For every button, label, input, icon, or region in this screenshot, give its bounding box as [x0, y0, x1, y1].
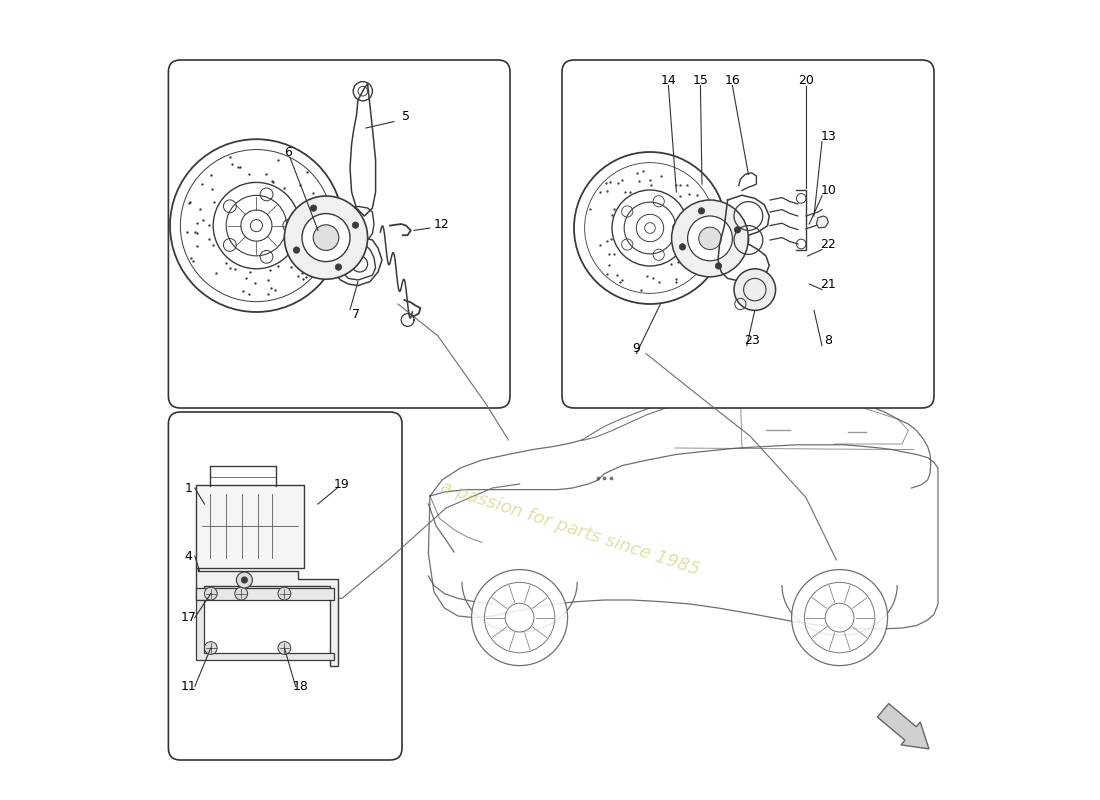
Text: 10: 10 — [821, 184, 836, 197]
Polygon shape — [197, 588, 334, 600]
FancyBboxPatch shape — [197, 485, 304, 568]
Circle shape — [792, 570, 888, 666]
Text: 5: 5 — [402, 110, 410, 122]
FancyBboxPatch shape — [168, 60, 510, 408]
Text: 1: 1 — [185, 482, 192, 494]
Circle shape — [680, 244, 685, 250]
Circle shape — [310, 205, 317, 211]
Circle shape — [278, 642, 290, 654]
Text: 14: 14 — [660, 74, 676, 86]
Polygon shape — [816, 216, 828, 228]
Circle shape — [352, 222, 359, 228]
Circle shape — [236, 572, 252, 588]
Polygon shape — [197, 566, 338, 666]
Circle shape — [735, 226, 740, 233]
Circle shape — [688, 216, 733, 261]
Circle shape — [234, 587, 248, 600]
Circle shape — [285, 196, 367, 279]
Text: 17: 17 — [180, 611, 196, 624]
Text: 12: 12 — [434, 218, 450, 230]
Circle shape — [645, 222, 656, 234]
Circle shape — [715, 262, 722, 269]
Text: 7: 7 — [352, 308, 361, 321]
Circle shape — [472, 570, 568, 666]
Circle shape — [205, 587, 217, 600]
Text: 13: 13 — [821, 130, 836, 142]
Circle shape — [336, 264, 342, 270]
Text: 9: 9 — [632, 342, 640, 354]
Text: 16: 16 — [725, 74, 740, 86]
Circle shape — [698, 227, 722, 250]
Text: 23: 23 — [744, 334, 759, 346]
Circle shape — [302, 214, 350, 262]
Text: 8: 8 — [824, 334, 833, 346]
FancyBboxPatch shape — [562, 60, 934, 408]
Text: 6: 6 — [284, 146, 292, 158]
Circle shape — [734, 269, 776, 310]
Circle shape — [205, 642, 217, 654]
Polygon shape — [197, 600, 334, 660]
Text: a passion for parts since 1985: a passion for parts since 1985 — [438, 478, 702, 578]
Circle shape — [314, 225, 339, 250]
Text: 19: 19 — [334, 478, 350, 490]
Text: 15: 15 — [693, 74, 708, 86]
Text: 18: 18 — [293, 680, 308, 693]
Text: 4: 4 — [185, 550, 192, 562]
Text: 20: 20 — [799, 74, 814, 86]
Circle shape — [672, 200, 748, 277]
Circle shape — [251, 219, 263, 232]
FancyBboxPatch shape — [168, 412, 402, 760]
Circle shape — [698, 208, 705, 214]
Text: 11: 11 — [180, 680, 196, 693]
Text: 22: 22 — [821, 238, 836, 250]
Circle shape — [241, 577, 248, 583]
Text: 21: 21 — [821, 278, 836, 290]
Polygon shape — [878, 703, 930, 749]
Circle shape — [278, 587, 290, 600]
Circle shape — [294, 247, 299, 254]
